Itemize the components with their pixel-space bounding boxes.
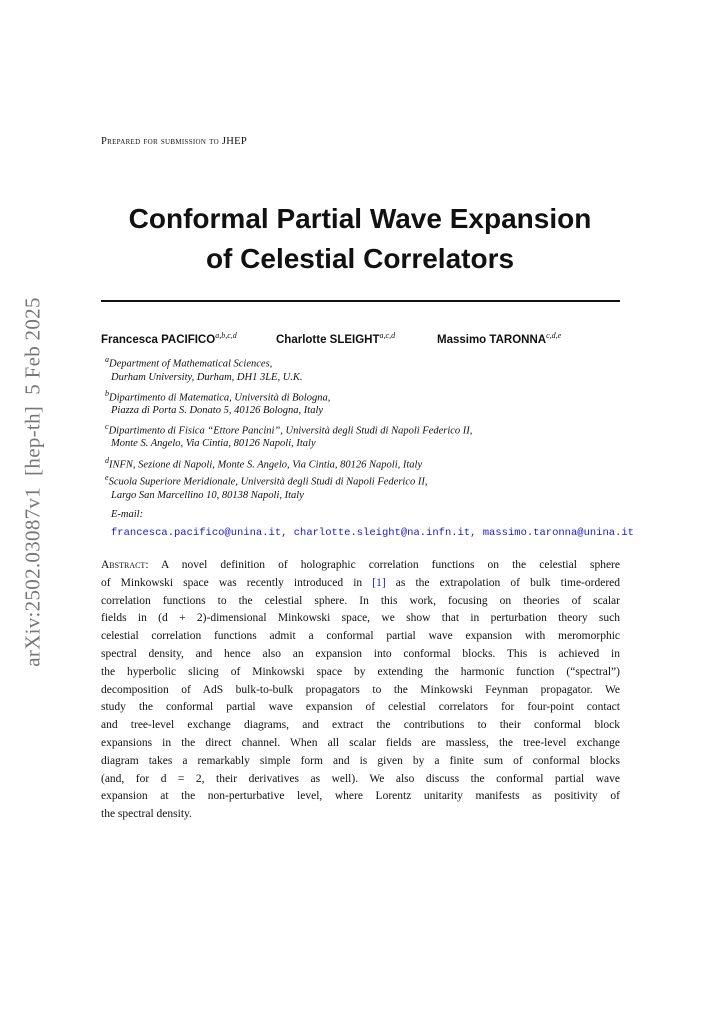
title-line: of Celestial Correlators <box>205 243 515 274</box>
affiliation-line: Largo San Marcellino 10, 80138 Napoli, I… <box>111 490 304 501</box>
abstract-line: decomposition of AdS bulk-to-bulk propag… <box>101 683 620 696</box>
abstract-line: the hyperbolic slicing of Minkowski spac… <box>101 665 620 678</box>
abstract-line: expansion at the non-perturbative level,… <box>101 790 620 803</box>
affil-label: e <box>105 473 109 482</box>
affil-text: Dipartimento di Matematica, Università d… <box>109 392 331 404</box>
email-label: E-mail: <box>111 509 144 520</box>
abstract-line: (and, for d = 2, their derivatives as we… <box>101 772 620 785</box>
affil-label: d <box>105 456 109 465</box>
author-affil: a,b,c,d <box>215 331 237 340</box>
affil-text: Largo San Marcellino 10, 80138 Napoli, I… <box>111 490 304 501</box>
affil-text: Durham University, Durham, DH1 3LE, U.K. <box>111 372 303 383</box>
author-name: Massimo TARONNA <box>437 333 547 346</box>
affiliation-line: bDipartimento di Matematica, Università … <box>105 389 330 404</box>
affiliation-line: cDipartimento di Fisica “Ettore Pancini”… <box>105 422 472 437</box>
affiliation-line: eScuola Superiore Meridionale, Universit… <box>105 473 428 488</box>
affil-text: Dipartimento di Fisica “Ettore Pancini”,… <box>108 425 473 437</box>
abstract-label: Abstract: <box>101 559 149 571</box>
rule <box>101 300 620 302</box>
abstract-line: spectral density, and hence also an expa… <box>101 648 620 660</box>
abstract-line: correlation functions to the celestial s… <box>101 594 620 607</box>
affiliation-line: Piazza di Porta S. Donato 5, 40126 Bolog… <box>111 405 323 416</box>
affil-label: a <box>105 355 109 364</box>
abstract-line: fields in (d + 2)-dimensional Minkowski … <box>101 612 620 625</box>
author: Massimo TARONNAc,d,e <box>437 331 561 346</box>
arxiv-id: arXiv:2502.03087v1 [hep-th] 5 Feb 2025 <box>20 297 45 667</box>
author-name: Charlotte SLEIGHT <box>276 333 380 346</box>
prepared-note: Prepared for submission to JHEP <box>101 136 248 147</box>
author: Charlotte SLEIGHTa,c,d <box>276 331 395 346</box>
affil-text: Monte S. Angelo, Via Cintia, 80126 Napol… <box>111 438 316 449</box>
affil-text: Piazza di Porta S. Donato 5, 40126 Bolog… <box>111 405 324 416</box>
abstract-line: the spectral density. <box>101 808 192 821</box>
abstract-line: diagram takes a remarkably simple form a… <box>101 754 620 767</box>
abstract-text: A novel definition of holographic correl… <box>160 559 620 571</box>
abstract-line: celestial correlation functions admit a … <box>101 630 620 643</box>
title-line: Conformal Partial Wave Expansion <box>128 203 592 234</box>
citation: [1] <box>372 576 386 589</box>
affil-label: b <box>105 389 109 398</box>
email-addresses: francesca.pacifico@unina.it, charlotte.s… <box>111 527 634 539</box>
affiliation-line: aDepartment of Mathematical Sciences, <box>105 355 272 370</box>
author: Francesca PACIFICOa,b,c,d <box>101 331 237 346</box>
author-name: Francesca PACIFICO <box>101 333 216 346</box>
affil-text: Department of Mathematical Sciences, <box>109 358 273 370</box>
abstract-text: as the extrapolation of bulk time-ordere… <box>395 576 621 589</box>
affiliation-line: Monte S. Angelo, Via Cintia, 80126 Napol… <box>111 438 316 449</box>
abstract-line: Abstract: A novel definition of holograp… <box>101 559 620 571</box>
affil-label: c <box>105 422 109 431</box>
abstract-line: study the conformal partial wave expansi… <box>101 701 620 714</box>
author-affil: a,c,d <box>379 331 396 340</box>
author-affil: c,d,e <box>546 331 562 340</box>
affil-text: Scuola Superiore Meridionale, Università… <box>108 476 428 488</box>
abstract-line: and tree-level exchange diagrams, and ex… <box>101 719 620 732</box>
abstract-line: of Minkowski space was recently introduc… <box>101 577 620 589</box>
abstract-line: expansions in the direct channel. When a… <box>101 737 620 749</box>
affiliation-line: Durham University, Durham, DH1 3LE, U.K. <box>111 372 303 383</box>
affil-text: INFN, Sezione di Napoli, Monte S. Angelo… <box>109 459 423 471</box>
abstract-text: of Minkowski space was recently introduc… <box>101 576 363 589</box>
affiliation-line: dINFN, Sezione di Napoli, Monte S. Angel… <box>105 456 422 471</box>
